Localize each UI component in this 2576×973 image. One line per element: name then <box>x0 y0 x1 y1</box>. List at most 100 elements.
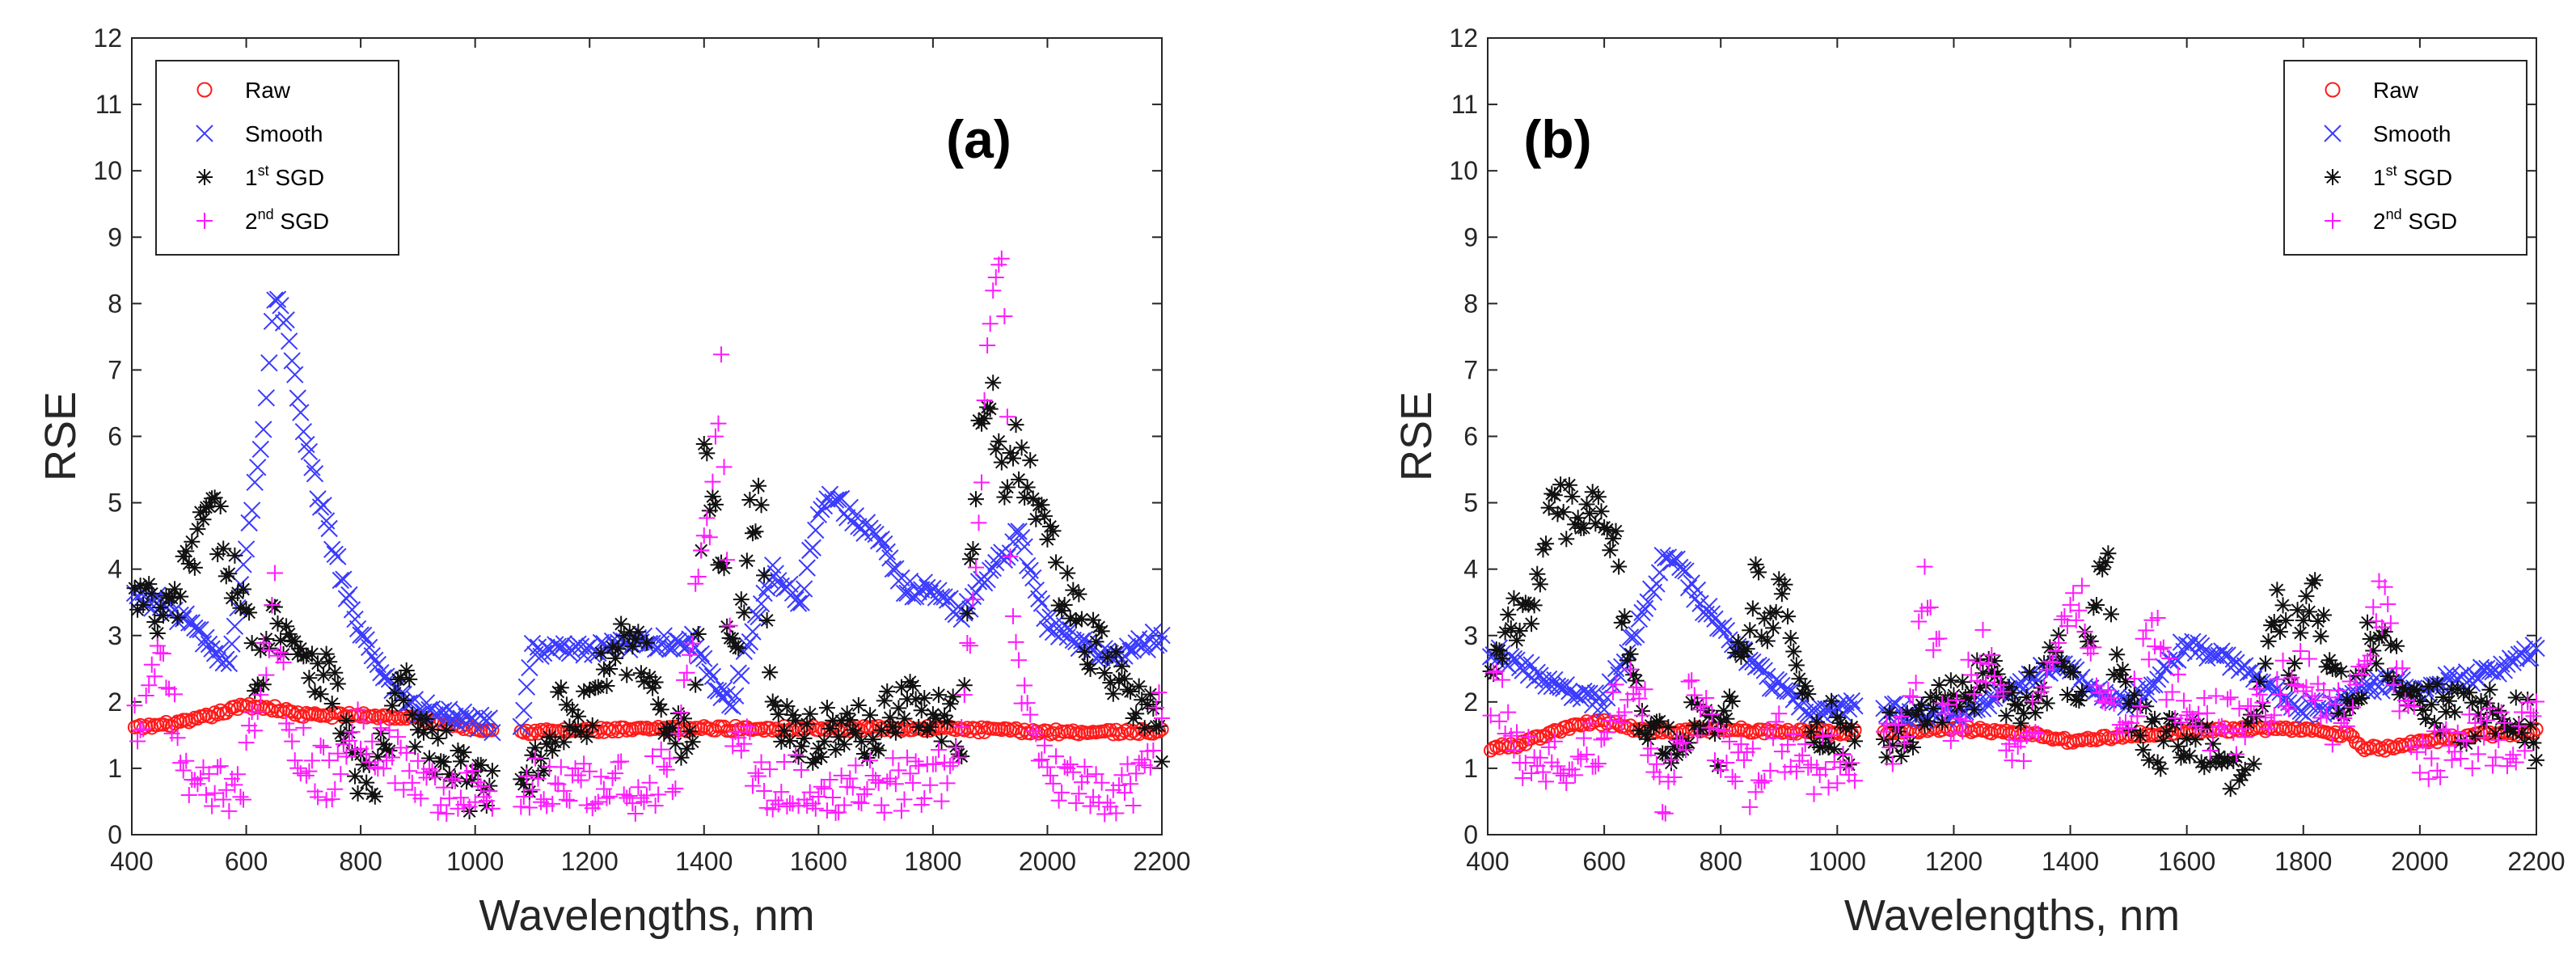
data-point <box>517 678 536 696</box>
data-point <box>289 389 306 407</box>
x-axis-title: Wavelengths, nm <box>1844 891 2180 940</box>
data-point <box>2411 693 2428 710</box>
data-point <box>678 664 695 681</box>
data-point <box>340 586 358 604</box>
legend-marker <box>196 125 213 142</box>
data-point <box>1622 661 1639 678</box>
data-point <box>1823 727 1840 744</box>
y-tick-label: 8 <box>108 289 122 318</box>
data-point <box>403 774 420 791</box>
x-tick-label: 1800 <box>2274 847 2332 876</box>
data-point <box>2414 701 2431 718</box>
data-point <box>515 776 532 793</box>
data-point <box>275 654 292 671</box>
data-point <box>1024 569 1042 587</box>
data-point <box>2036 654 2053 671</box>
data-point <box>1902 734 1919 751</box>
y-tick-label: 10 <box>93 156 122 185</box>
data-point <box>1016 489 1033 506</box>
data-point <box>2207 687 2224 704</box>
data-point <box>1578 496 1595 513</box>
data-point <box>1913 696 1930 713</box>
data-point <box>724 697 741 716</box>
data-point <box>2321 652 2338 669</box>
data-point <box>2469 746 2486 763</box>
data-point <box>2059 687 2076 704</box>
panel-label: (a) <box>946 109 1011 169</box>
data-point <box>215 540 232 557</box>
data-point <box>2007 696 2024 713</box>
data-point <box>1147 699 1164 716</box>
data-point <box>366 788 383 805</box>
data-point <box>156 717 171 732</box>
data-point <box>1151 684 1168 701</box>
data-point <box>1569 748 1586 765</box>
data-point <box>1036 508 1053 525</box>
data-point <box>2405 698 2422 715</box>
data-point <box>158 679 175 696</box>
data-point <box>821 772 838 789</box>
data-point <box>1079 768 1096 785</box>
data-point <box>280 332 298 350</box>
data-point <box>2397 683 2413 700</box>
data-point <box>1050 792 1067 809</box>
data-point <box>825 712 842 729</box>
data-point <box>2149 754 2166 771</box>
data-point <box>948 739 965 756</box>
legend-entry: Raw <box>245 78 291 103</box>
data-point <box>709 682 728 700</box>
data-point <box>372 664 390 682</box>
data-point <box>2365 599 2382 616</box>
data-point <box>1640 747 1657 764</box>
data-point <box>1780 608 1797 625</box>
data-point <box>2094 692 2111 709</box>
data-point <box>232 599 249 616</box>
data-point <box>2152 641 2169 658</box>
data-point <box>217 650 235 668</box>
data-point <box>1593 503 1610 520</box>
data-point <box>285 704 299 719</box>
data-point <box>830 729 847 746</box>
data-point <box>2181 747 2198 764</box>
data-point <box>1145 742 1162 759</box>
data-point <box>1065 764 1082 781</box>
data-point <box>398 744 415 761</box>
data-point <box>1907 675 1924 692</box>
data-point <box>836 736 853 753</box>
data-point <box>1846 772 1863 789</box>
y-tick-label: 7 <box>1463 355 1478 384</box>
data-point <box>1840 756 1857 773</box>
data-point <box>847 757 864 774</box>
data-point <box>198 499 215 516</box>
data-point <box>2423 750 2440 767</box>
data-point <box>409 752 426 769</box>
data-point <box>464 771 481 788</box>
data-point <box>398 662 415 679</box>
data-point <box>2266 707 2283 724</box>
y-tick-label: 9 <box>108 222 122 252</box>
data-point <box>2029 687 2046 704</box>
data-point <box>1631 690 1648 707</box>
data-point <box>1960 651 1977 668</box>
data-point <box>1087 766 1104 783</box>
data-point <box>1686 687 1703 704</box>
data-point <box>264 597 281 614</box>
y-tick-label: 6 <box>1463 422 1478 451</box>
data-point <box>1024 723 1041 740</box>
data-point <box>1119 755 1136 772</box>
data-point <box>178 752 195 769</box>
data-point <box>452 753 469 770</box>
data-point <box>1113 658 1130 675</box>
data-point <box>2401 738 2416 752</box>
data-point <box>2114 661 2131 678</box>
data-point <box>2062 596 2079 613</box>
data-point <box>2065 585 2082 602</box>
data-point <box>770 796 787 813</box>
data-point <box>2269 582 2286 599</box>
data-point <box>1762 762 1779 779</box>
data-point <box>272 297 289 315</box>
data-point <box>154 645 171 662</box>
data-point <box>2271 624 2288 641</box>
data-point <box>344 723 361 740</box>
data-point <box>598 678 615 695</box>
